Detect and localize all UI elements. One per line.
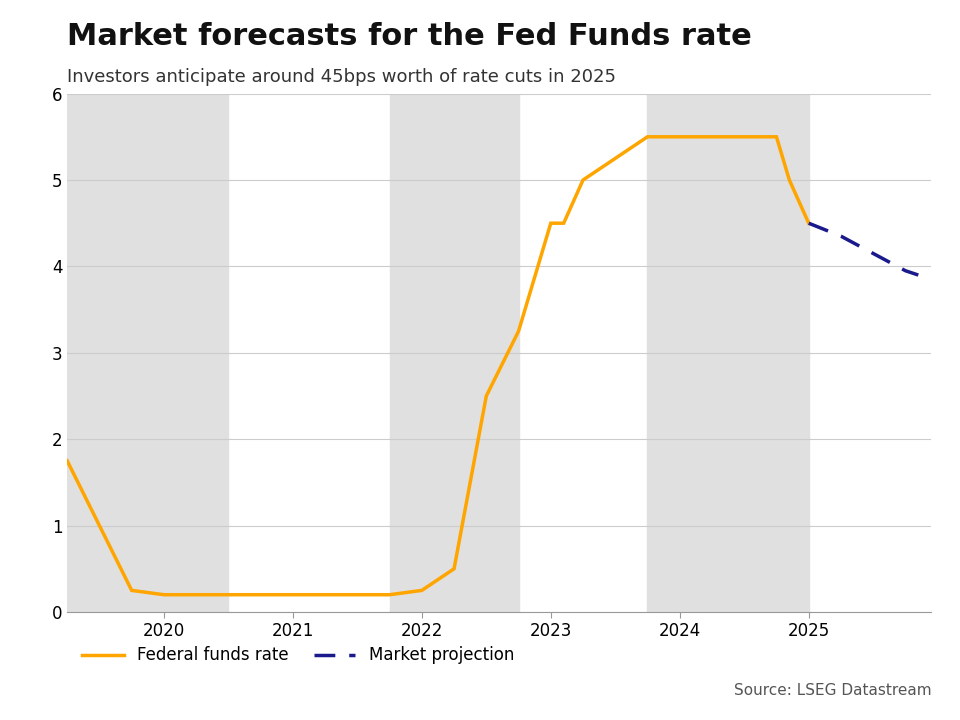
Bar xyxy=(67,94,228,612)
Text: Investors anticipate around 45bps worth of rate cuts in 2025: Investors anticipate around 45bps worth … xyxy=(67,68,616,86)
Bar xyxy=(390,94,518,612)
Legend: Federal funds rate, Market projection: Federal funds rate, Market projection xyxy=(76,640,521,671)
Text: Market forecasts for the Fed Funds rate: Market forecasts for the Fed Funds rate xyxy=(67,22,752,50)
Bar xyxy=(647,94,808,612)
Text: Source: LSEG Datastream: Source: LSEG Datastream xyxy=(733,683,931,698)
